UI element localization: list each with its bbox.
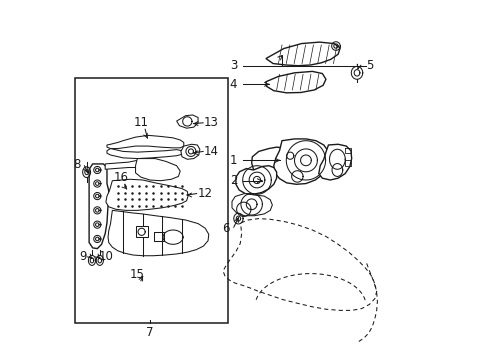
Polygon shape [318, 144, 351, 180]
Text: 13: 13 [203, 116, 218, 129]
Text: 5: 5 [365, 59, 372, 72]
Polygon shape [176, 115, 198, 128]
Polygon shape [135, 226, 148, 237]
Polygon shape [135, 158, 180, 181]
Polygon shape [265, 42, 340, 66]
Text: 2: 2 [229, 174, 237, 187]
Text: 10: 10 [99, 250, 114, 263]
Text: 11: 11 [134, 116, 149, 129]
Polygon shape [251, 147, 287, 175]
Polygon shape [107, 149, 182, 158]
Text: 16: 16 [114, 171, 128, 184]
Polygon shape [105, 160, 149, 169]
Text: 3: 3 [229, 59, 237, 72]
Text: 12: 12 [197, 187, 212, 200]
Bar [75, 78, 228, 323]
Polygon shape [265, 71, 325, 93]
Polygon shape [89, 164, 108, 249]
Polygon shape [108, 210, 208, 256]
Text: 6: 6 [222, 222, 229, 235]
Text: 4: 4 [229, 78, 237, 91]
Text: 9: 9 [79, 250, 86, 263]
Polygon shape [273, 139, 329, 184]
Polygon shape [235, 166, 276, 194]
Polygon shape [181, 144, 200, 159]
Text: 14: 14 [203, 145, 218, 158]
Text: 15: 15 [129, 268, 144, 281]
Polygon shape [231, 194, 272, 216]
Text: 1: 1 [229, 154, 237, 167]
Text: 7: 7 [146, 327, 153, 339]
Polygon shape [107, 135, 183, 149]
Text: 8: 8 [73, 158, 80, 171]
Polygon shape [106, 179, 188, 210]
